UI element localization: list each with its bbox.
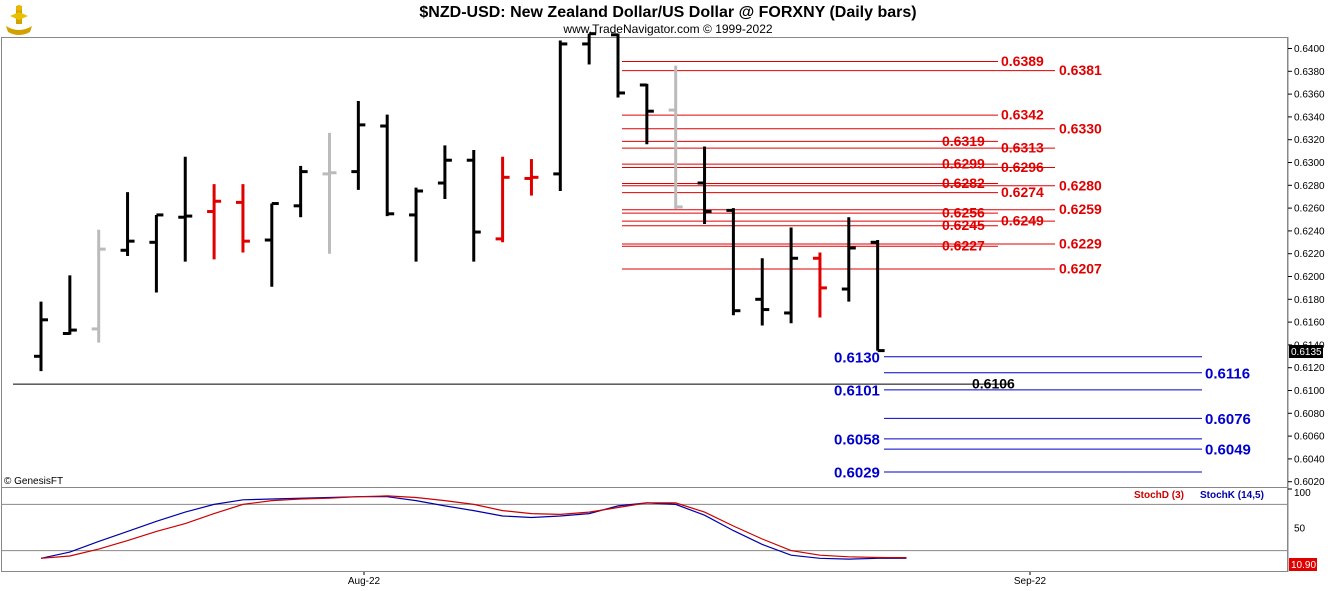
resistance-label: 0.6259 — [1059, 201, 1102, 217]
chart-subtitle: www.TradeNavigator.com © 1999-2022 — [562, 22, 772, 36]
ohlc-bar — [524, 159, 539, 196]
ohlc-bar — [380, 114, 395, 217]
ohlc-bar — [870, 240, 885, 353]
ohlc-bar — [466, 149, 481, 262]
copyright-label: © GenesisFT — [4, 476, 63, 487]
y-tick-label: 0.6100 — [1294, 386, 1325, 397]
ohlc-bar — [755, 258, 770, 326]
ohlc-bar — [726, 208, 741, 316]
resistance-label: 0.6249 — [1001, 213, 1044, 229]
ohlc-bar — [582, 32, 597, 65]
resistance-label: 0.6319 — [942, 133, 985, 149]
y-tick-label: 0.6200 — [1294, 272, 1325, 283]
y-tick-label: 0.6180 — [1294, 295, 1325, 306]
stoch-k-legend: StochK (14,5) — [1200, 490, 1264, 501]
stoch-k-line — [40, 496, 907, 560]
resistance-label: 0.6256 — [942, 205, 985, 221]
resistance-label: 0.6207 — [1059, 261, 1102, 277]
ohlc-bar — [264, 202, 279, 287]
support-label: 0.6101 — [834, 382, 880, 399]
stochastic-lines: 100 50 — [2, 488, 1311, 560]
stoch-d-legend: StochD (3) — [1134, 490, 1184, 501]
y-tick-label: 0.6220 — [1294, 249, 1325, 260]
y-tick-label: 0.6020 — [1294, 477, 1325, 488]
y-tick-label: 0.6120 — [1294, 363, 1325, 374]
ohlc-bar — [495, 156, 510, 243]
x-label-aug: Aug-22 — [348, 576, 381, 587]
support-label: 0.6130 — [834, 349, 880, 366]
last-price-label: 0.6135 — [1291, 347, 1322, 358]
resistance-label: 0.6330 — [1059, 120, 1102, 136]
genesis-logo-icon — [6, 5, 32, 35]
ohlc-bar — [812, 252, 827, 318]
stoch-tick-label: 50 — [1294, 524, 1306, 535]
ohlc-bar — [293, 165, 308, 218]
support-label: 0.6058 — [834, 431, 880, 448]
y-tick-label: 0.6320 — [1294, 135, 1325, 146]
ohlc-bar — [235, 184, 250, 253]
y-tick-label: 0.6080 — [1294, 409, 1325, 420]
stoch-last-label: 10.90 — [1291, 560, 1316, 571]
x-label-sep: Sep-22 — [1014, 576, 1047, 587]
ohlc-bar — [639, 83, 654, 145]
last-price-badge — [1289, 345, 1323, 358]
price-levels: 0.6106 0.6389 0.6381 0.6342 0.6330 0.6319 0.63… — [13, 53, 1251, 481]
y-tick-label: 0.6260 — [1294, 204, 1325, 215]
y-tick-label: 0.6240 — [1294, 226, 1325, 237]
ohlc-bar — [351, 100, 366, 190]
resistance-label: 0.6389 — [1001, 53, 1044, 69]
stoch-last-badge — [1289, 558, 1317, 571]
key-level-label: 0.6106 — [972, 376, 1015, 392]
ohlc-bar — [149, 213, 164, 293]
resistance-label: 0.6282 — [942, 175, 985, 191]
resistance-label: 0.6296 — [1001, 159, 1044, 175]
resistance-label: 0.6227 — [942, 238, 985, 254]
ohlc-bar — [553, 40, 568, 191]
date-axis: Aug-22 Sep-22 — [348, 572, 1047, 587]
ohlc-bar — [178, 156, 193, 262]
resistance-label: 0.6274 — [1001, 184, 1044, 200]
stoch-d-line — [40, 495, 907, 559]
resistance-label: 0.6313 — [1001, 140, 1044, 156]
y-tick-label: 0.6060 — [1294, 432, 1325, 443]
y-tick-label: 0.6300 — [1294, 158, 1325, 169]
y-tick-label: 0.6040 — [1294, 454, 1325, 465]
support-label: 0.6076 — [1205, 411, 1251, 428]
resistance-label: 0.6245 — [942, 217, 985, 233]
resistance-label: 0.6280 — [1059, 177, 1102, 193]
ohlc-bar — [62, 275, 77, 335]
ohlc-bar — [437, 145, 452, 199]
ohlc-bars — [34, 32, 885, 372]
y-tick-label: 0.6280 — [1294, 181, 1325, 192]
ohlc-bar — [34, 301, 48, 372]
ohlc-bar — [91, 229, 106, 343]
support-label: 0.6116 — [1205, 365, 1250, 382]
support-label: 0.6049 — [1205, 442, 1251, 459]
y-tick-label: 0.6360 — [1294, 90, 1325, 101]
ohlc-bar — [322, 132, 337, 254]
ohlc-bar — [207, 184, 222, 260]
resistance-label: 0.6342 — [1001, 107, 1044, 123]
ohlc-bar — [409, 187, 424, 262]
ohlc-bar — [668, 65, 683, 210]
resistance-label: 0.6381 — [1059, 62, 1102, 78]
y-tick-label: 0.6380 — [1294, 67, 1325, 78]
resistance-label: 0.6229 — [1059, 235, 1102, 251]
resistance-label: 0.6299 — [942, 156, 985, 172]
ohlc-bar — [784, 227, 799, 324]
ohlc-bar — [611, 33, 625, 98]
y-tick-label: 0.6400 — [1294, 44, 1325, 55]
price-axis: 0.6400 0.6380 0.6360 0.6340 0.6320 0.6300 0.62… — [1288, 44, 1325, 488]
ohlc-bar — [841, 217, 856, 302]
support-label: 0.6029 — [834, 464, 880, 481]
chart-title: $NZD-USD: New Zealand Dollar/US Dollar @… — [419, 4, 916, 21]
stoch-tick-label: 100 — [1294, 488, 1311, 499]
y-tick-label: 0.6160 — [1294, 318, 1325, 329]
ohlc-bar — [697, 146, 712, 225]
y-tick-label: 0.6340 — [1294, 112, 1325, 123]
ohlc-bar — [120, 192, 135, 256]
